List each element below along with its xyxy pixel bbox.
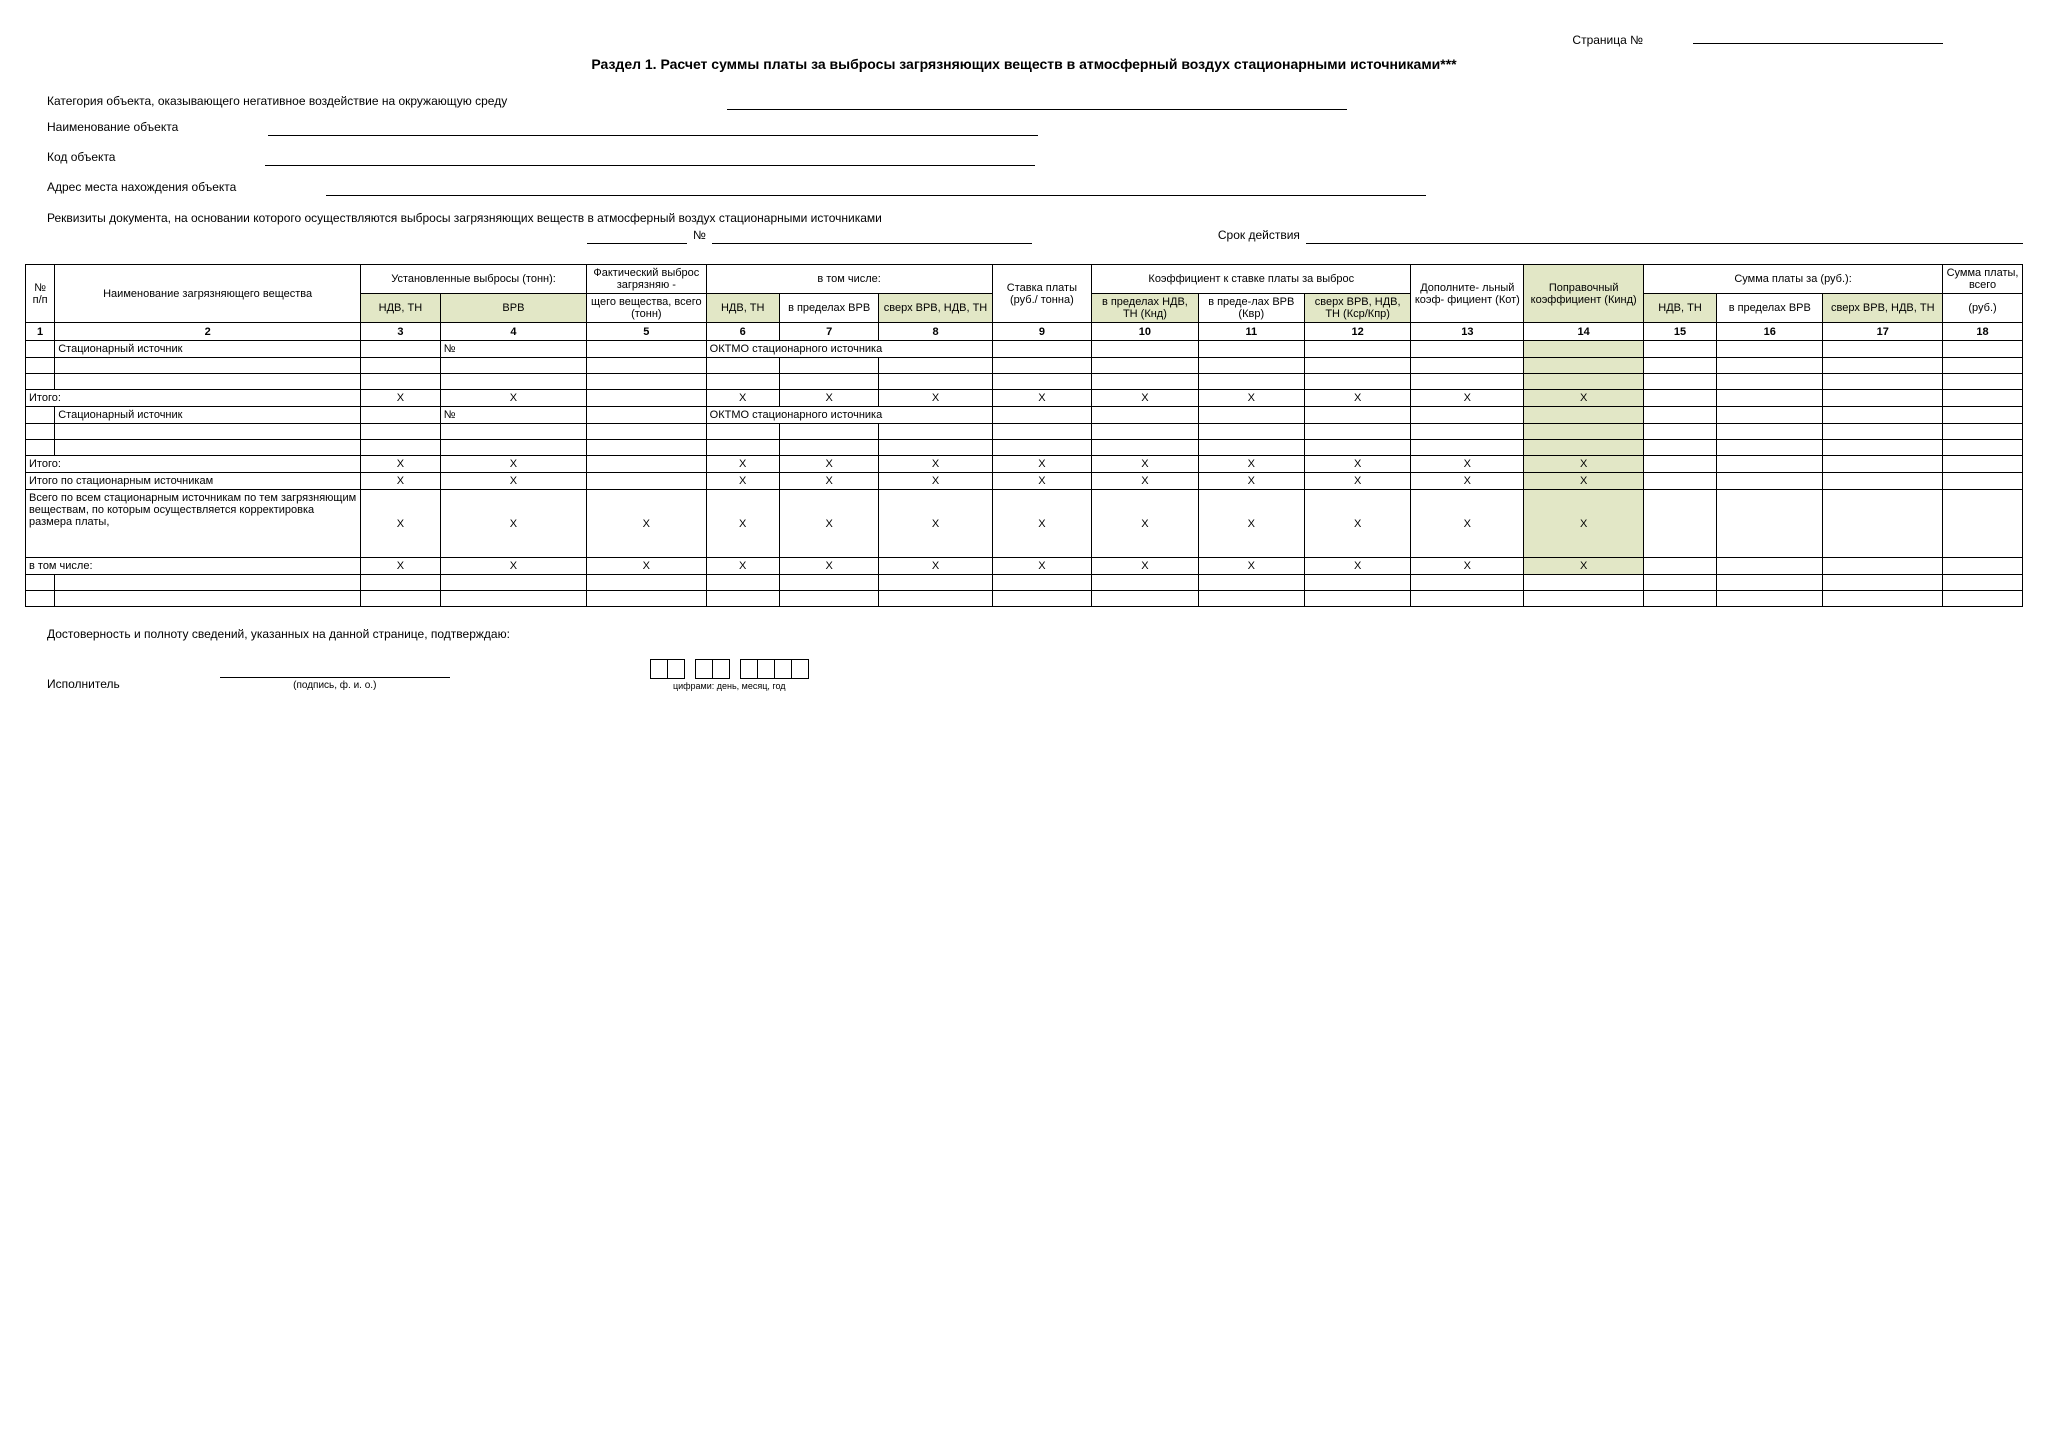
page-number-label: Страница № (1572, 33, 1643, 47)
h-grp1012: Коэффициент к ставке платы за выброс (1092, 265, 1411, 294)
empty-row (26, 575, 2023, 591)
station-no: № (440, 341, 586, 358)
year-boxes (740, 659, 809, 679)
meta-name-line (268, 120, 1038, 136)
station-label: Стационарный источник (55, 407, 361, 424)
page-number-line (1693, 30, 1943, 44)
section-title: Раздел 1. Расчет суммы платы за выбросы … (574, 55, 1474, 74)
meta-category-line (727, 94, 1347, 110)
h-col5a: Фактический выброс загрязняю - (587, 265, 707, 294)
h-grp34: Установленные выбросы (тонн): (361, 265, 587, 294)
h-col5b: щего вещества, всего (тонн) (587, 294, 707, 323)
vsego-row: Всего по всем стационарным источникам по… (26, 490, 2023, 558)
signature-caption: (подпись, ф. и. о.) (293, 680, 376, 691)
doc-validity-line (1306, 228, 2023, 244)
doc-no-line (712, 228, 1032, 244)
h-col14: Поправочный коэффициент (Кинд) (1524, 265, 1644, 323)
h-col4: ВРВ (440, 294, 586, 323)
meta-block: Категория объекта, оказывающего негативн… (47, 94, 2023, 244)
empty-row (26, 440, 2023, 456)
meta-category-label: Категория объекта, оказывающего негативн… (47, 94, 507, 110)
h-col7: в пределах ВРВ (779, 294, 879, 323)
meta-address-label: Адрес места нахождения объекта (47, 180, 236, 196)
calc-table: № п/п Наименование загрязняющего веществ… (25, 264, 2023, 607)
meta-name-label: Наименование объекта (47, 120, 178, 136)
vtom-row: в том числе: XXX XXX XXXX XX (26, 558, 2023, 575)
page-number-area: Страница № (25, 30, 2023, 47)
meta-code-line (265, 150, 1035, 166)
h-col10: в пределах НДВ, ТН (Кнд) (1092, 294, 1198, 323)
meta-docbasis-label: Реквизиты документа, на основании которо… (47, 210, 607, 228)
executor-label: Исполнитель (47, 677, 120, 691)
date-block: цифрами: день, месяц, год (650, 659, 809, 691)
empty-row (26, 358, 2023, 374)
h-col6: НДВ, ТН (706, 294, 779, 323)
date-caption: цифрами: день, месяц, год (673, 681, 786, 691)
h-col18a: Сумма платы, всего (1943, 265, 2023, 294)
confirm-text: Достоверность и полноту сведений, указан… (47, 627, 2023, 641)
station-no: № (440, 407, 586, 424)
h-col8: сверх ВРВ, НДВ, ТН (879, 294, 992, 323)
meta-code-label: Код объекта (47, 150, 115, 166)
itogo-stat-row: Итого по стационарным источникам XX XXX … (26, 473, 2023, 490)
h-grp68: в том числе: (706, 265, 992, 294)
h-col3: НДВ, ТН (361, 294, 441, 323)
station-oktmo: ОКТМО стационарного источника (706, 341, 992, 358)
meta-address-line (326, 180, 1426, 196)
table-header: № п/п Наименование загрязняющего веществ… (26, 265, 2023, 341)
doc-validity-label: Срок действия (1212, 228, 1306, 244)
station-oktmo: ОКТМО стационарного источника (706, 407, 992, 424)
month-boxes (695, 659, 730, 679)
h-col1: № п/п (26, 265, 55, 323)
h-col18b: (руб.) (1943, 294, 2023, 323)
station-label: Стационарный источник (55, 341, 361, 358)
doc-no-label: № (687, 228, 712, 244)
column-numbers-row: 123456789 101112131415161718 (26, 323, 2023, 341)
doc-prefix-line (587, 228, 687, 244)
itogo-row: Итого: XX XXX XXXX XX (26, 390, 2023, 407)
h-col17: сверх ВРВ, НДВ, ТН (1823, 294, 1943, 323)
station-row: Стационарный источник № ОКТМО стационарн… (26, 341, 2023, 358)
empty-row (26, 591, 2023, 607)
h-col9: Ставка платы (руб./ тонна) (992, 265, 1092, 323)
footer-block: Достоверность и полноту сведений, указан… (47, 627, 2023, 691)
signature-line (220, 662, 450, 678)
h-col16: в пределах ВРВ (1717, 294, 1823, 323)
h-col13: Дополните- льный коэф- фициент (Кот) (1411, 265, 1524, 323)
signature-block: (подпись, ф. и. о.) (220, 662, 450, 691)
h-col15: НДВ, ТН (1643, 294, 1716, 323)
h-grp1517: Сумма платы за (руб.): (1643, 265, 1942, 294)
empty-row (26, 374, 2023, 390)
empty-row (26, 424, 2023, 440)
h-col11: в преде-лах ВРВ (Квр) (1198, 294, 1304, 323)
itogo-row: Итого: XX XXX XXXX XX (26, 456, 2023, 473)
h-col2: Наименование загрязняющего вещества (55, 265, 361, 323)
h-col12: сверх ВРВ, НДВ, ТН (Кср/Кпр) (1304, 294, 1410, 323)
station-row: Стационарный источник № ОКТМО стационарн… (26, 407, 2023, 424)
day-boxes (650, 659, 685, 679)
